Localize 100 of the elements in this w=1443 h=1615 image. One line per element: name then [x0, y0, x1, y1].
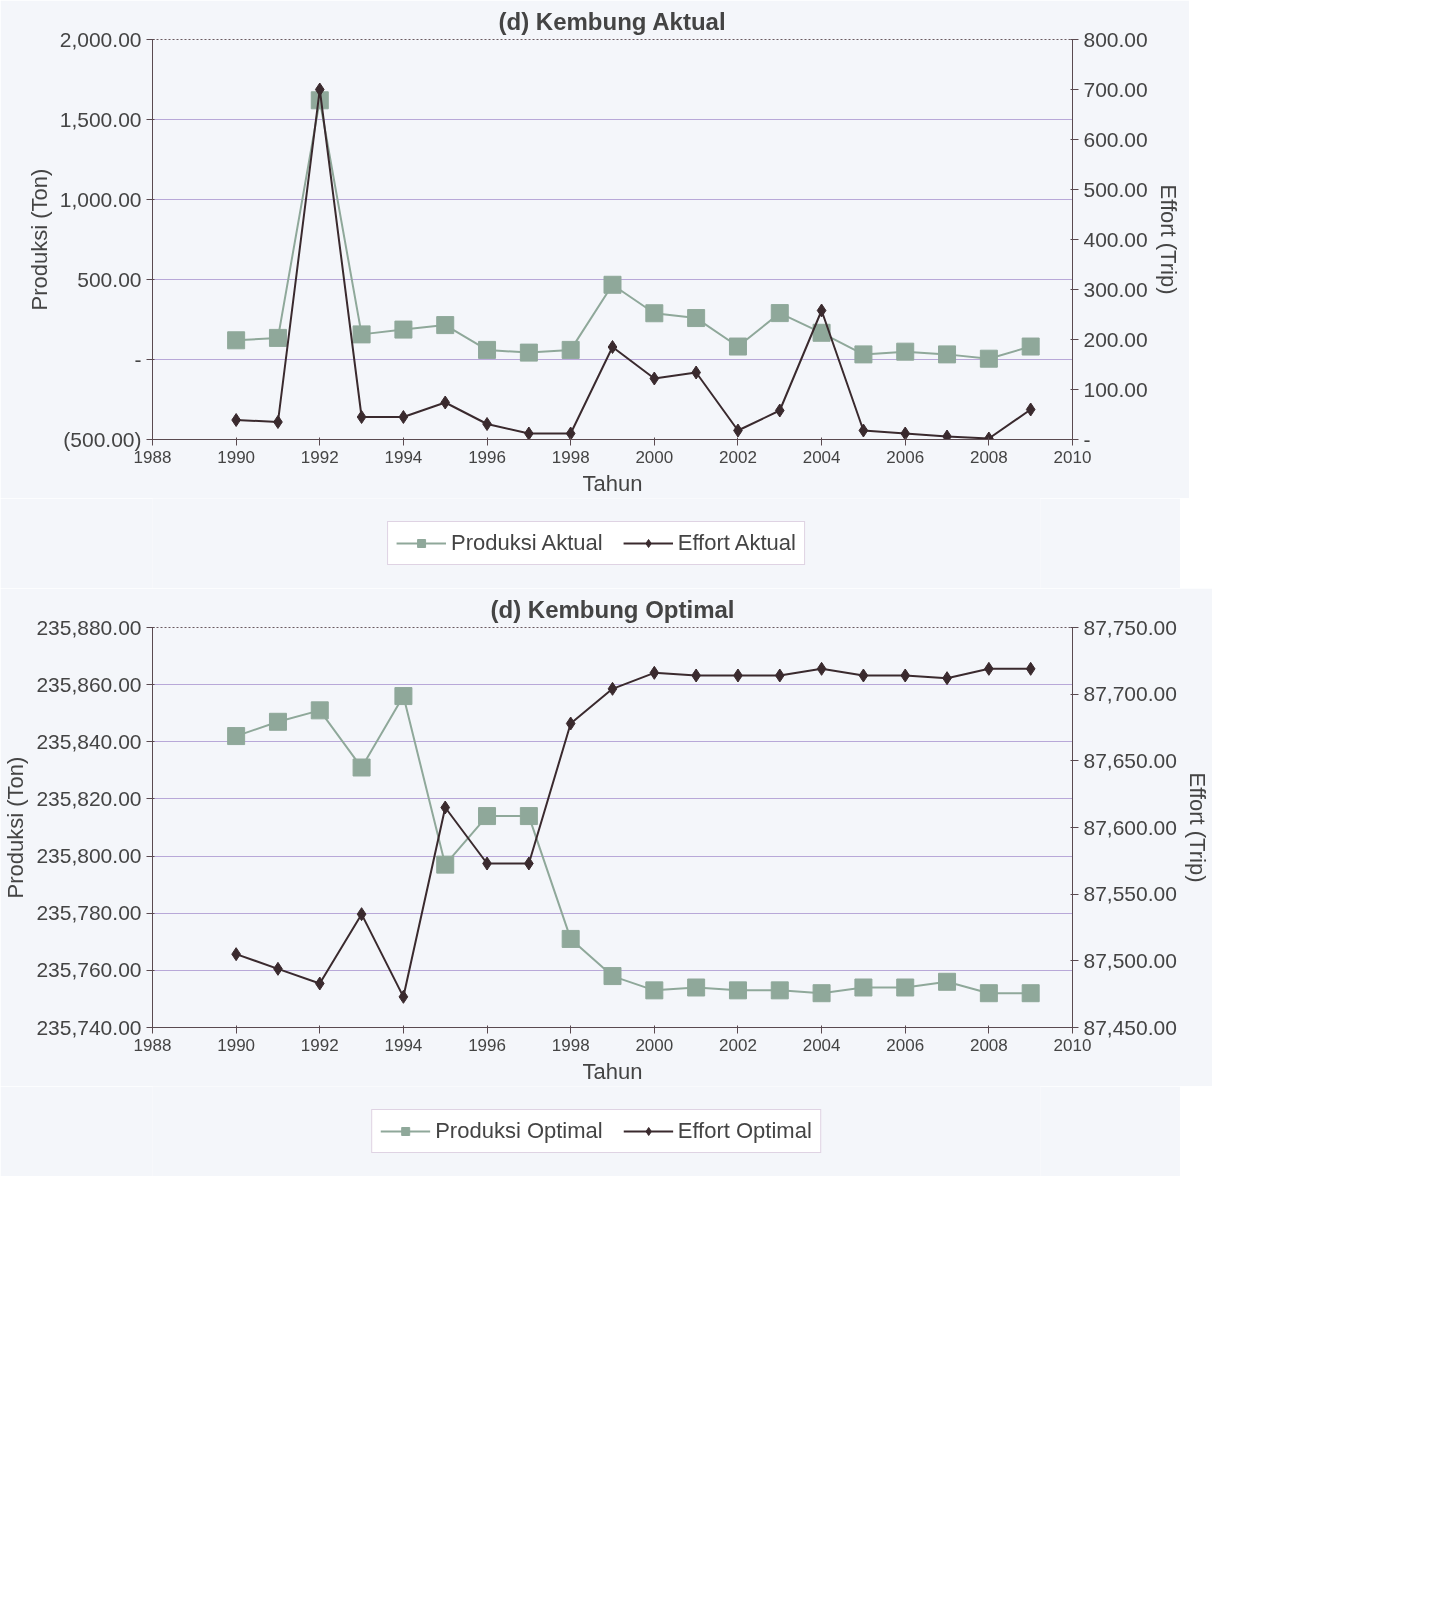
point [394, 687, 413, 706]
y-tick-label: 235,820.00 [36, 786, 142, 810]
y2-tick-label: 87,700.00 [1083, 682, 1177, 706]
y2-tick-label: 200.00 [1083, 327, 1148, 351]
y2-tick-label: 87,550.00 [1083, 882, 1177, 906]
point [858, 423, 869, 438]
point [1025, 661, 1036, 676]
y-tick-label: 235,880.00 [36, 615, 142, 639]
y-tick-label: 1,000.00 [59, 188, 142, 211]
y-tick-label: 2,000.00 [59, 28, 142, 51]
x-tick-label: 2002 [719, 1035, 757, 1055]
point [440, 800, 451, 815]
point [314, 976, 325, 991]
legend-label: Effort Aktual [677, 530, 796, 556]
x-tick-label: 2006 [886, 447, 925, 467]
point [770, 981, 789, 1000]
legend-label: Produksi Optimal [435, 1118, 603, 1144]
point [310, 701, 329, 720]
point [436, 316, 455, 335]
y2-tick-label: 300.00 [1083, 277, 1148, 301]
legend-label: Produksi Aktual [451, 530, 603, 556]
point [273, 415, 283, 429]
point [607, 340, 618, 354]
point [900, 668, 911, 683]
point [519, 343, 538, 362]
x-tick-label: 1994 [384, 1035, 423, 1055]
point [398, 989, 409, 1004]
x-tick-label: 1994 [384, 447, 423, 467]
x-tick-label: 2006 [886, 1035, 925, 1055]
point [231, 413, 241, 427]
point [352, 758, 371, 777]
point [816, 303, 827, 318]
x-axis-title: Tahun [582, 470, 643, 496]
y2-tick-label: 87,600.00 [1083, 815, 1177, 839]
x-axis-title: Tahun [582, 1058, 643, 1084]
point [938, 972, 957, 991]
point [394, 320, 413, 339]
chart-title: (d) Kembung Aktual [498, 7, 726, 35]
point [565, 716, 576, 731]
y-tick-label: 235,760.00 [36, 958, 142, 982]
point [649, 665, 660, 680]
x-tick-label: 1998 [551, 447, 590, 467]
point [854, 345, 873, 364]
x-tick-label: 2008 [969, 1035, 1008, 1055]
point [440, 395, 451, 410]
chart-title: (d) Kembung Optimal [490, 595, 735, 623]
point [352, 325, 371, 344]
x-tick-label: 1990 [217, 1035, 256, 1055]
y2-tick-label: 87,500.00 [1083, 948, 1177, 972]
point [561, 929, 580, 948]
point [896, 342, 915, 361]
point [356, 410, 367, 424]
y2-tick-label: 500.00 [1083, 177, 1148, 201]
point [356, 907, 367, 922]
point [314, 82, 325, 97]
point [774, 668, 785, 683]
point [268, 328, 287, 347]
y2-tick-label: 87,750.00 [1083, 615, 1177, 639]
x-tick-label: 1996 [468, 1035, 506, 1055]
y-tick-label: 235,780.00 [36, 901, 142, 925]
point [436, 855, 455, 874]
legend-label: Effort Optimal [677, 1118, 812, 1144]
point [524, 426, 534, 440]
point [816, 661, 827, 676]
point [979, 349, 998, 368]
x-tick-label: 2004 [802, 447, 841, 467]
point [687, 978, 706, 997]
point [896, 978, 915, 997]
point [1021, 984, 1040, 1003]
point [482, 417, 492, 431]
point [478, 807, 497, 826]
point [519, 807, 538, 826]
point [812, 984, 831, 1003]
point [858, 668, 869, 683]
y-tick-label: - [134, 348, 142, 371]
point [900, 426, 911, 440]
y-tick-label: 235,800.00 [36, 844, 142, 868]
point [227, 727, 246, 746]
point [645, 981, 664, 1000]
point [607, 681, 618, 696]
point [227, 331, 246, 350]
y2-tick-label: 400.00 [1083, 227, 1148, 251]
x-tick-label: 1998 [551, 1035, 590, 1055]
y-tick-label: 1,500.00 [59, 108, 142, 131]
x-tick-label: 1990 [217, 447, 256, 467]
point [398, 410, 409, 424]
point [854, 978, 873, 997]
point [942, 429, 952, 440]
y-tick-label: 235,840.00 [36, 729, 142, 753]
y2-tick-label: 600.00 [1083, 127, 1148, 151]
point [728, 981, 747, 1000]
x-tick-label: 1992 [300, 1035, 339, 1055]
point [603, 275, 622, 294]
point [687, 309, 706, 328]
point [979, 984, 998, 1003]
point [565, 426, 576, 440]
y2-axis-title: Effort (Trip) [1155, 184, 1181, 295]
y2-tick-label: 800.00 [1083, 27, 1148, 51]
y-tick-label: 500.00 [77, 268, 142, 291]
y2-tick-label: 87,650.00 [1083, 748, 1177, 772]
